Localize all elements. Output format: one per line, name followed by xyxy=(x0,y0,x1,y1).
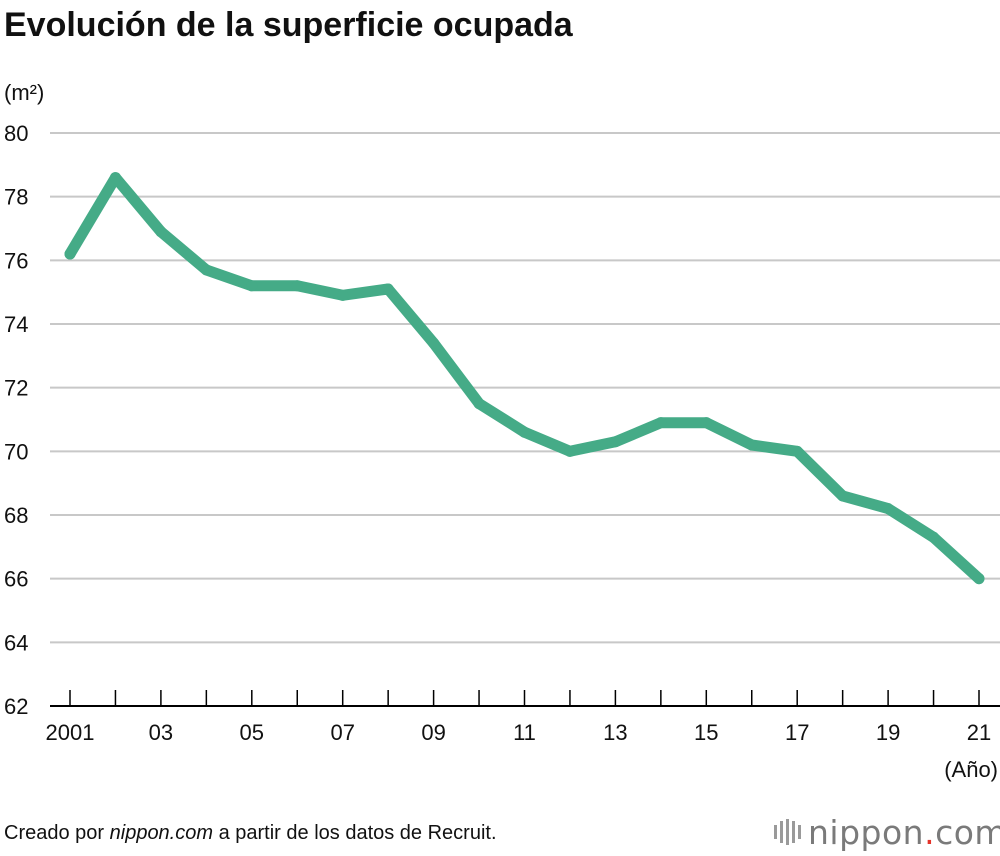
source-note: Creado por nippon.com a partir de los da… xyxy=(4,822,497,845)
logo-name: nippon xyxy=(808,812,925,852)
data-point-2021 xyxy=(973,573,985,585)
data-point-2014 xyxy=(655,417,667,429)
data-point-2008 xyxy=(382,283,394,295)
data-point-2020 xyxy=(928,531,940,543)
data-point-2012 xyxy=(564,445,576,457)
logo-tld: com xyxy=(935,812,1000,852)
data-point-2002 xyxy=(109,172,121,184)
x-tick-label-19: 19 xyxy=(876,720,900,745)
data-point-2013 xyxy=(609,436,621,448)
chart-title: Evolución de la superficie ocupada xyxy=(4,6,573,44)
x-axis-ticks xyxy=(69,690,980,706)
x-tick-label-05: 05 xyxy=(240,720,264,745)
data-point-2004 xyxy=(200,264,212,276)
data-point-2001 xyxy=(64,248,76,260)
source-site: nippon.com xyxy=(109,822,214,844)
x-tick-label-15: 15 xyxy=(694,720,718,745)
x-tick-label-13: 13 xyxy=(603,720,627,745)
x-tick-label-07: 07 xyxy=(330,720,354,745)
logo-mark-icon xyxy=(774,819,801,845)
data-point-2018 xyxy=(837,490,849,502)
data-point-2011 xyxy=(519,426,530,438)
data-point-2016 xyxy=(746,439,758,451)
x-axis-tick-labels: 2001 03 05 07 09 11 13 15 17 19 21 xyxy=(46,720,992,745)
y-tick-label-62: 62 xyxy=(4,694,28,719)
y-tick-label-70: 70 xyxy=(4,439,28,464)
source-prefix: Creado por xyxy=(4,822,110,844)
data-point-2019 xyxy=(882,503,894,515)
logo-dot: . xyxy=(924,812,936,852)
y-tick-label-66: 66 xyxy=(4,567,28,592)
x-tick-label-03: 03 xyxy=(149,720,173,745)
x-tick-label-11: 11 xyxy=(513,720,536,745)
data-point-2015 xyxy=(700,417,712,429)
y-tick-label-64: 64 xyxy=(4,630,28,655)
source-suffix: a partir de los datos de Recruit. xyxy=(213,822,497,844)
x-tick-label-21: 21 xyxy=(967,720,991,745)
y-tick-label-74: 74 xyxy=(4,312,28,337)
logo-text: nippon.com xyxy=(808,813,1000,852)
data-point-2003 xyxy=(155,226,167,238)
nippon-logo: nippon.com xyxy=(772,812,1000,852)
x-tick-label-09: 09 xyxy=(421,720,445,745)
data-point-2005 xyxy=(246,280,258,292)
x-axis-unit-label: (Año) xyxy=(944,757,998,782)
y-tick-label-80: 80 xyxy=(4,121,28,146)
data-point-2007 xyxy=(337,289,349,301)
y-axis-unit-label: (m²) xyxy=(4,80,44,105)
data-point-2017 xyxy=(791,445,803,457)
y-tick-label-72: 72 xyxy=(4,376,28,401)
data-point-2006 xyxy=(291,280,303,292)
y-axis-tick-labels: 62 64 66 68 70 72 74 76 78 80 xyxy=(4,121,28,719)
data-point-2010 xyxy=(473,398,485,410)
grid-lines xyxy=(50,132,1000,644)
series-line xyxy=(64,172,985,585)
line-chart: 62 64 66 68 70 72 74 76 78 80 2001 03 05 07 09 11 13 15 1… xyxy=(4,80,1000,782)
x-tick-label-2001: 2001 xyxy=(46,720,95,745)
data-point-2009 xyxy=(428,337,440,349)
data-points xyxy=(64,172,985,585)
y-tick-label-68: 68 xyxy=(4,503,28,528)
x-tick-label-17: 17 xyxy=(785,720,809,745)
y-tick-label-78: 78 xyxy=(4,185,28,210)
y-tick-label-76: 76 xyxy=(4,248,28,273)
